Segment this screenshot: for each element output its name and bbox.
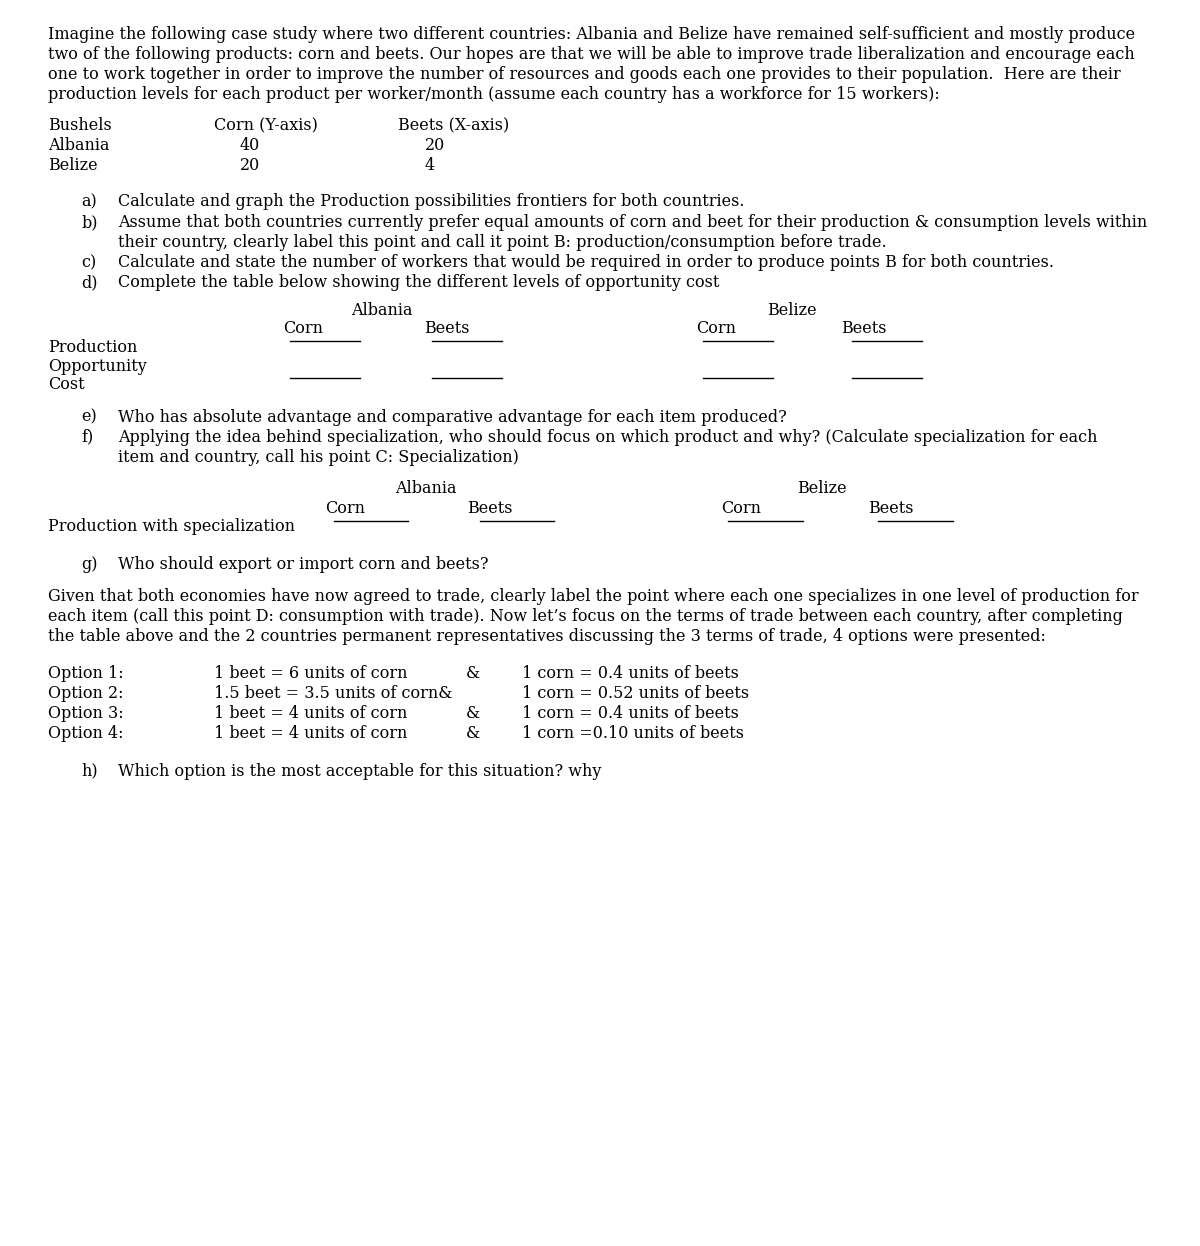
Text: 1 corn = 0.4 units of beets: 1 corn = 0.4 units of beets <box>522 665 739 683</box>
Text: Belize: Belize <box>797 480 847 497</box>
Text: production levels for each product per worker/month (assume each country has a w: production levels for each product per w… <box>48 86 940 103</box>
Text: Production with specialization: Production with specialization <box>48 518 295 536</box>
Text: Bushels: Bushels <box>48 117 112 135</box>
Text: Applying the idea behind specialization, who should focus on which product and w: Applying the idea behind specialization,… <box>118 429 1097 446</box>
Text: Production: Production <box>48 339 137 356</box>
Text: Beets: Beets <box>868 500 913 517</box>
Text: Option 2:: Option 2: <box>48 685 124 703</box>
Text: c): c) <box>82 254 97 272</box>
Text: Beets: Beets <box>841 320 887 338</box>
Text: g): g) <box>82 556 98 573</box>
Text: Belize: Belize <box>767 302 817 319</box>
Text: Cost: Cost <box>48 376 85 394</box>
Text: Corn: Corn <box>283 320 324 338</box>
Text: &: & <box>466 725 480 743</box>
Text: h): h) <box>82 763 98 780</box>
Text: Albania: Albania <box>350 302 413 319</box>
Text: Which option is the most acceptable for this situation? why: Which option is the most acceptable for … <box>118 763 601 780</box>
Text: Imagine the following case study where two different countries: Albania and Beli: Imagine the following case study where t… <box>48 26 1135 44</box>
Text: 1 corn = 0.4 units of beets: 1 corn = 0.4 units of beets <box>522 705 739 723</box>
Text: Complete the table below showing the different levels of opportunity cost: Complete the table below showing the dif… <box>118 274 719 292</box>
Text: b): b) <box>82 214 98 232</box>
Text: Option 3:: Option 3: <box>48 705 124 723</box>
Text: Corn: Corn <box>696 320 737 338</box>
Text: Corn: Corn <box>721 500 762 517</box>
Text: Corn: Corn <box>325 500 366 517</box>
Text: Who has absolute advantage and comparative advantage for each item produced?: Who has absolute advantage and comparati… <box>118 409 786 426</box>
Text: Corn (Y-аxis): Corn (Y-аxis) <box>214 117 318 135</box>
Text: Belize: Belize <box>48 157 97 174</box>
Text: item and country, call his point C: Specialization): item and country, call his point C: Spec… <box>118 449 518 466</box>
Text: the table above and the 2 countries permanent representatives discussing the 3 t: the table above and the 2 countries perm… <box>48 628 1046 645</box>
Text: Beets: Beets <box>424 320 469 338</box>
Text: Option 1:: Option 1: <box>48 665 124 683</box>
Text: Opportunity: Opportunity <box>48 358 146 375</box>
Text: 1 beet = 4 units of corn: 1 beet = 4 units of corn <box>214 705 407 723</box>
Text: Assume that both countries currently prefer equal amounts of corn and beet for t: Assume that both countries currently pre… <box>118 214 1147 232</box>
Text: 1 corn =0.10 units of beets: 1 corn =0.10 units of beets <box>522 725 744 743</box>
Text: Beets: Beets <box>467 500 512 517</box>
Text: 1.5 beet = 3.5 units of corn&: 1.5 beet = 3.5 units of corn& <box>214 685 452 703</box>
Text: Beets (X-аxis): Beets (X-аxis) <box>398 117 510 135</box>
Text: 1 beet = 6 units of corn: 1 beet = 6 units of corn <box>214 665 407 683</box>
Text: 1 corn = 0.52 units of beets: 1 corn = 0.52 units of beets <box>522 685 749 703</box>
Text: each item (call this point D: consumption with trade). Now let’s focus on the te: each item (call this point D: consumptio… <box>48 608 1123 625</box>
Text: Albania: Albania <box>48 137 109 155</box>
Text: Calculate and graph the Production possibilities frontiers for both countries.: Calculate and graph the Production possi… <box>118 193 744 211</box>
Text: a): a) <box>82 193 97 211</box>
Text: one to work together in order to improve the number of resources and goods each : one to work together in order to improve… <box>48 66 1121 83</box>
Text: 1 beet = 4 units of corn: 1 beet = 4 units of corn <box>214 725 407 743</box>
Text: &: & <box>466 665 480 683</box>
Text: two of the following products: corn and beets. Our hopes are that we will be abl: two of the following products: corn and … <box>48 46 1135 64</box>
Text: f): f) <box>82 429 94 446</box>
Text: 20: 20 <box>425 137 445 155</box>
Text: their country, clearly label this point and call it point B: production/consumpt: their country, clearly label this point … <box>118 234 887 252</box>
Text: 4: 4 <box>425 157 434 174</box>
Text: Calculate and state the number of workers that would be required in order to pro: Calculate and state the number of worker… <box>118 254 1054 272</box>
Text: d): d) <box>82 274 98 292</box>
Text: Option 4:: Option 4: <box>48 725 124 743</box>
Text: Who should export or import corn and beets?: Who should export or import corn and bee… <box>118 556 488 573</box>
Text: 20: 20 <box>240 157 260 174</box>
Text: Given that both economies have now agreed to trade, clearly label the point wher: Given that both economies have now agree… <box>48 588 1139 606</box>
Text: 40: 40 <box>240 137 260 155</box>
Text: Albania: Albania <box>395 480 457 497</box>
Text: &: & <box>466 705 480 723</box>
Text: e): e) <box>82 409 97 426</box>
